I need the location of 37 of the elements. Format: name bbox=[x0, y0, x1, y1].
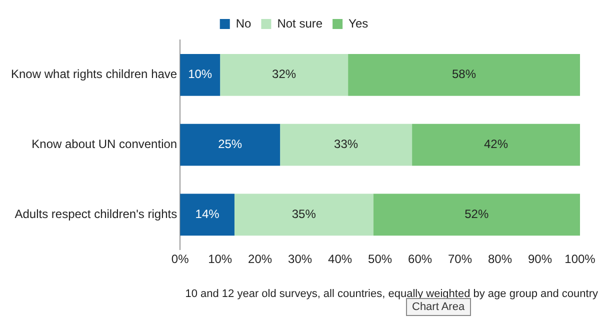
legend-label: No bbox=[236, 16, 252, 30]
data-label: 10% bbox=[188, 67, 212, 82]
legend-label: Not sure bbox=[277, 16, 323, 30]
x-tick-label: 0% bbox=[171, 252, 190, 266]
x-tick-label: 10% bbox=[208, 252, 232, 266]
legend-label: Yes bbox=[348, 16, 368, 30]
data-label: 33% bbox=[334, 137, 358, 152]
x-tick-label: 60% bbox=[408, 252, 432, 266]
bar bbox=[412, 124, 580, 166]
x-tick-label: 80% bbox=[488, 252, 512, 266]
y-tick-label: Know about UN convention bbox=[32, 137, 178, 152]
data-label: 58% bbox=[452, 67, 476, 82]
bar bbox=[234, 194, 374, 236]
x-tick-label: 100% bbox=[564, 252, 596, 266]
bar bbox=[220, 54, 348, 96]
bar bbox=[348, 54, 580, 96]
text: Chart Area bbox=[412, 301, 465, 313]
x-tick-label: 90% bbox=[528, 252, 552, 266]
bar bbox=[280, 124, 412, 166]
x-tick-label: 20% bbox=[248, 252, 272, 266]
y-tick-label: Know what rights children have bbox=[10, 67, 178, 82]
data-label: 42% bbox=[484, 137, 508, 152]
text: 10 and 12 year old surveys, all countries, equally weighted by age group and country bbox=[184, 288, 599, 300]
data-label: 32% bbox=[272, 67, 296, 82]
x-tick-label: 50% bbox=[368, 252, 392, 266]
data-label: 25% bbox=[218, 137, 242, 152]
x-tick-label: 40% bbox=[328, 252, 352, 266]
x-tick-label: 30% bbox=[288, 252, 312, 266]
data-label: 35% bbox=[292, 206, 316, 221]
y-tick-label: Adults respect children's rights bbox=[14, 206, 178, 221]
bar bbox=[180, 54, 220, 96]
bar bbox=[180, 124, 280, 166]
data-label: 14% bbox=[195, 206, 220, 221]
data-label: 52% bbox=[464, 206, 489, 221]
bar bbox=[373, 194, 580, 236]
bar bbox=[180, 194, 234, 236]
x-tick-label: 70% bbox=[448, 252, 472, 266]
